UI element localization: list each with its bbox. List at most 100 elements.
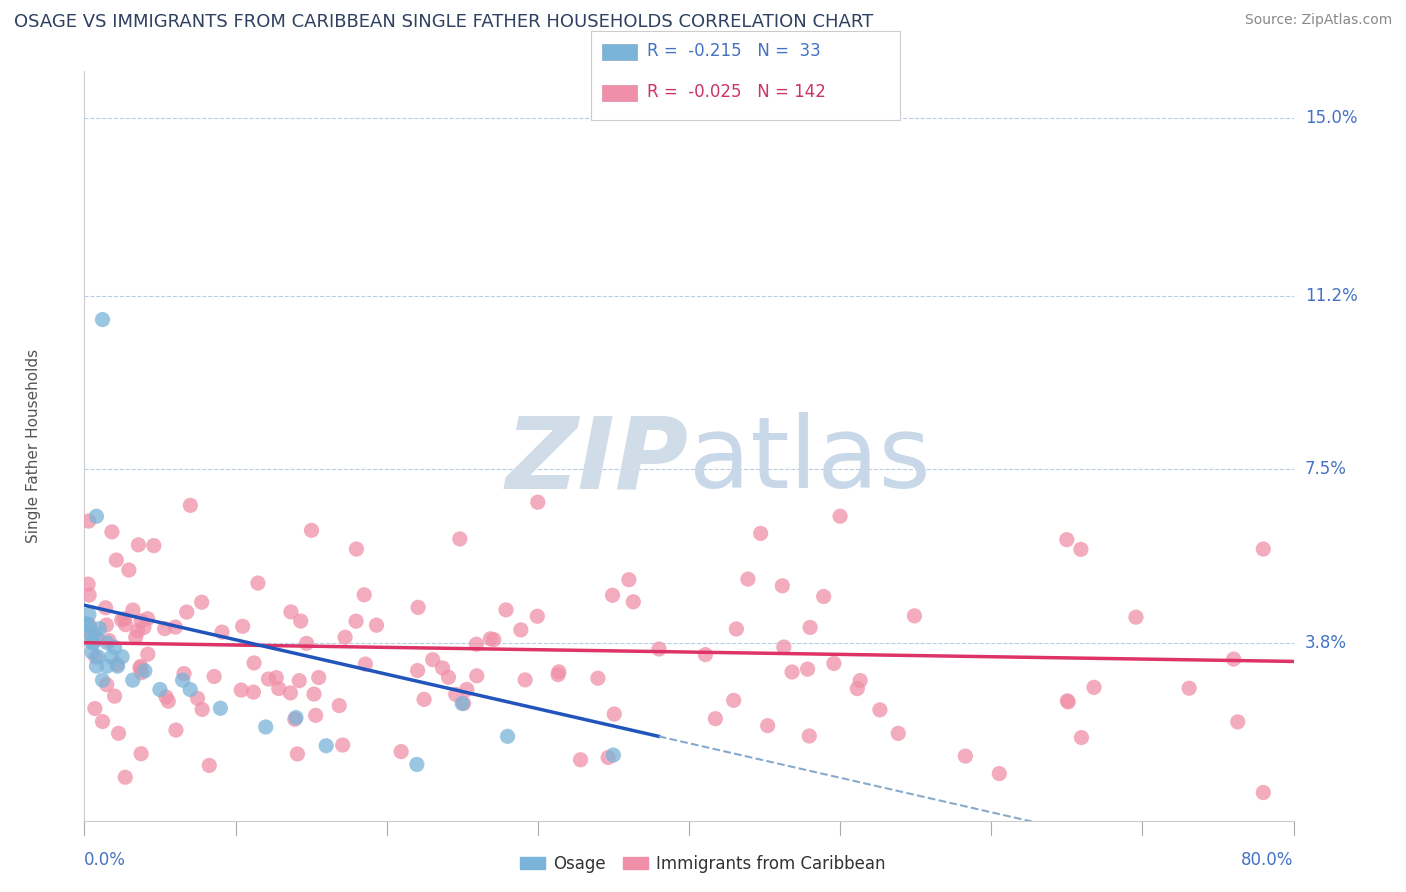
Point [77, 607, 100, 622]
Point [406, 600, 429, 615]
Point [346, 541, 368, 557]
Point [406, 664, 429, 678]
Point [285, 710, 308, 724]
Point [246, 576, 269, 591]
Point [749, 526, 772, 541]
Point [232, 619, 254, 633]
Point [513, 673, 536, 687]
Point [344, 614, 367, 628]
Point [98, 633, 121, 648]
Point [1056, 533, 1078, 547]
Point [1056, 694, 1078, 708]
Legend: Osage, Immigrants from Caribbean: Osage, Immigrants from Caribbean [513, 848, 893, 880]
Point [527, 495, 550, 509]
Point [121, 673, 143, 688]
Point [127, 624, 149, 638]
Point [264, 671, 287, 685]
Point [955, 749, 977, 764]
Point [118, 563, 141, 577]
Point [406, 757, 429, 772]
Point [77, 514, 100, 528]
Point [1083, 681, 1105, 695]
Point [770, 579, 793, 593]
Text: Source: ZipAtlas.com: Source: ZipAtlas.com [1244, 13, 1392, 28]
Point [91, 673, 114, 688]
Point [82, 635, 104, 649]
Point [114, 617, 136, 632]
Point [1057, 695, 1080, 709]
Text: Single Father Households: Single Father Households [27, 349, 41, 543]
Text: 11.2%: 11.2% [1305, 287, 1357, 305]
Point [465, 637, 488, 651]
Point [602, 588, 624, 602]
Point [813, 590, 835, 604]
Point [132, 620, 155, 634]
Point [86, 632, 108, 646]
Point [756, 719, 779, 733]
Point [96, 659, 118, 673]
Point [1253, 786, 1275, 800]
Point [136, 612, 159, 626]
Point [191, 702, 214, 716]
Point [129, 747, 152, 761]
Point [77, 577, 100, 591]
Point [136, 647, 159, 661]
Point [1222, 652, 1244, 666]
Point [112, 612, 135, 626]
Point [328, 698, 350, 713]
Point [209, 701, 232, 715]
Point [315, 739, 337, 753]
Point [190, 595, 212, 609]
Point [846, 681, 869, 696]
Point [86, 509, 108, 524]
Point [267, 681, 290, 696]
Point [602, 747, 624, 762]
Point [451, 697, 474, 711]
Point [127, 538, 149, 552]
Point [598, 750, 620, 764]
Text: atlas: atlas [689, 412, 931, 509]
Text: 80.0%: 80.0% [1241, 851, 1294, 869]
Point [413, 692, 436, 706]
Text: 7.5%: 7.5% [1305, 460, 1347, 478]
Point [94, 600, 117, 615]
Point [114, 770, 136, 784]
Point [257, 672, 280, 686]
Point [353, 588, 375, 602]
Point [988, 766, 1011, 780]
Point [101, 524, 124, 539]
Point [149, 682, 172, 697]
Point [1070, 542, 1092, 557]
Point [75, 617, 97, 632]
Point [100, 649, 122, 664]
Point [621, 595, 644, 609]
Point [725, 622, 748, 636]
Point [1226, 714, 1249, 729]
Point [105, 553, 128, 567]
Text: R =  -0.025   N = 142: R = -0.025 N = 142 [647, 83, 825, 101]
Point [231, 683, 253, 698]
Point [84, 626, 107, 640]
Point [465, 669, 488, 683]
Text: 3.8%: 3.8% [1305, 633, 1347, 652]
Point [603, 707, 626, 722]
Point [903, 608, 925, 623]
Point [142, 539, 165, 553]
Point [80, 635, 103, 649]
Point [796, 662, 818, 676]
Point [308, 671, 330, 685]
Point [129, 661, 152, 675]
Point [155, 690, 177, 704]
Point [780, 665, 803, 679]
Point [254, 720, 277, 734]
Point [547, 665, 569, 679]
Point [173, 666, 195, 681]
Point [243, 656, 266, 670]
Text: 0.0%: 0.0% [84, 851, 127, 869]
Point [799, 729, 821, 743]
Point [389, 745, 412, 759]
Point [449, 532, 471, 546]
Point [165, 620, 187, 634]
Point [104, 640, 127, 655]
Point [84, 650, 107, 665]
